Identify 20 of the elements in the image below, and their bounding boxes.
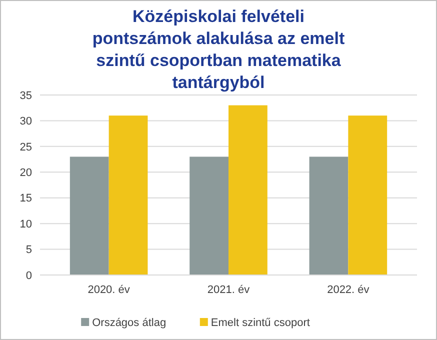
bar (309, 156, 348, 275)
y-tick-label: 35 (20, 90, 32, 102)
y-tick-label: 15 (20, 192, 32, 205)
y-tick-label: 25 (20, 141, 32, 154)
y-tick-label: 5 (26, 244, 32, 256)
y-tick-label: 10 (20, 218, 32, 230)
y-tick-label: 30 (20, 116, 32, 128)
bar (70, 156, 109, 275)
bar (190, 156, 228, 275)
x-tick-label: 2022. év (327, 284, 370, 296)
bar (228, 105, 268, 275)
y-tick-label: 0 (26, 270, 32, 282)
y-tick-label: 20 (20, 166, 32, 179)
chart-title: Középiskolai felvételi pontszámok alakulása az emelt szintű csoportban matematika tantárgyból (92, 7, 345, 92)
x-tick-label: 2021. év (207, 284, 250, 296)
bar (348, 116, 388, 275)
legend-label: Országos átlag (92, 316, 166, 329)
bar (108, 116, 148, 275)
x-tick-label: 2020. év (88, 284, 130, 296)
legend-label: Emelt szintű csoport (210, 316, 310, 329)
